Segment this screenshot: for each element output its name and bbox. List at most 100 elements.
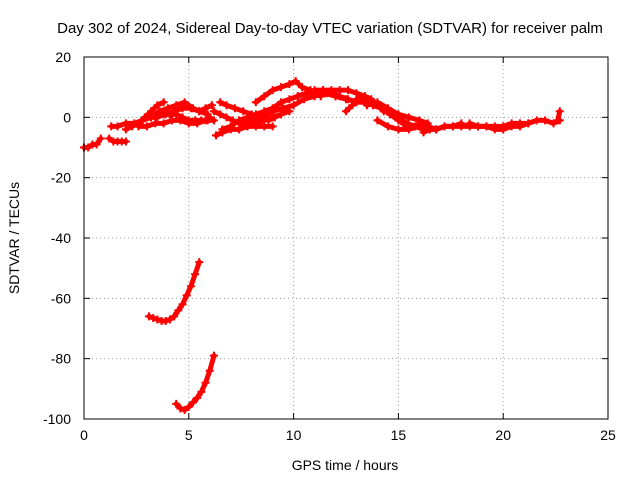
data-point [113, 122, 122, 131]
axis-ticks: 0 5 10 15 20 25 20 0 -20 -40 -60 -80 -100 [43, 49, 616, 443]
data-point [195, 107, 204, 116]
data-point [260, 122, 269, 131]
series-track-v [465, 119, 533, 131]
x-tick-label: 10 [286, 427, 302, 443]
data-point [507, 119, 516, 128]
data-point [153, 101, 162, 110]
data-point [348, 101, 357, 110]
data-point [237, 119, 246, 128]
data-point [318, 86, 327, 95]
data-point [105, 134, 114, 143]
data-point [180, 405, 189, 414]
series-track-u [419, 119, 466, 137]
data-point [201, 116, 210, 125]
data-point [159, 98, 168, 107]
data-point [182, 291, 191, 300]
data-point [193, 393, 202, 402]
grid [84, 57, 608, 419]
data-point [230, 104, 239, 113]
data-point [155, 107, 164, 116]
data-point [218, 125, 227, 134]
data-point [383, 122, 392, 131]
data-point [515, 119, 524, 128]
data-point [260, 92, 269, 101]
data-point [178, 104, 187, 113]
data-point [404, 113, 413, 122]
data-point [482, 122, 491, 131]
data-point [203, 110, 212, 119]
x-tick-label: 25 [600, 427, 616, 443]
series-trace [135, 114, 213, 129]
data-point [165, 315, 174, 324]
data-point [419, 128, 428, 137]
data-point [302, 89, 311, 98]
data-point [153, 315, 162, 324]
data-point [344, 86, 353, 95]
data-point [147, 113, 156, 122]
y-tick-label: -60 [51, 290, 71, 306]
data-point [170, 312, 179, 321]
data-point [184, 119, 193, 128]
data-point [178, 300, 187, 309]
chart-title: Day 302 of 2024, Sidereal Day-to-day VTE… [57, 20, 603, 37]
data-point [216, 98, 225, 107]
data-point [209, 107, 218, 116]
data-point [532, 116, 541, 125]
data-point [195, 258, 204, 267]
x-tick-label: 20 [495, 427, 511, 443]
data-point [222, 101, 231, 110]
y-axis-label: SDTVAR / TECUs [6, 182, 22, 294]
data-point [293, 92, 302, 101]
data-point [205, 366, 214, 375]
data-point [180, 98, 189, 107]
series-track-w [553, 107, 564, 125]
series-anomaly-1 [144, 258, 204, 325]
data-point [201, 378, 210, 387]
data-point [176, 116, 185, 125]
data-point [373, 116, 382, 125]
data-point [432, 125, 441, 134]
data-point [268, 86, 277, 95]
data-point [239, 107, 248, 116]
data-point [277, 110, 286, 119]
data-point [342, 107, 350, 116]
data-point [268, 107, 277, 116]
data-point [258, 113, 267, 122]
data-point [144, 312, 153, 321]
data-point [186, 104, 195, 113]
data-point [465, 119, 474, 128]
data-point [541, 116, 550, 125]
data-point [151, 119, 160, 128]
data-point [209, 116, 218, 125]
data-points [80, 77, 564, 414]
x-tick-label: 5 [185, 427, 193, 443]
data-point [352, 95, 361, 104]
data-point [394, 110, 403, 119]
data-point [383, 104, 392, 113]
series-anomaly-2 [172, 351, 218, 414]
series-track-a [80, 134, 105, 152]
data-point [161, 110, 170, 119]
data-point [440, 122, 449, 131]
data-point [285, 80, 294, 89]
y-tick-label: 20 [55, 49, 71, 65]
data-point [402, 119, 411, 128]
data-point [193, 119, 202, 128]
data-point [524, 119, 533, 128]
data-point [499, 122, 508, 131]
data-point [212, 131, 221, 140]
data-point [549, 119, 558, 128]
data-point [327, 86, 336, 95]
data-point [457, 119, 466, 128]
data-point [84, 143, 93, 152]
data-point [297, 83, 306, 92]
data-point [168, 116, 177, 125]
data-point [335, 86, 344, 95]
data-point [209, 351, 218, 360]
y-tick-label: -20 [51, 170, 71, 186]
data-point [555, 107, 564, 116]
x-axis-label: GPS time / hours [292, 457, 399, 473]
data-point [188, 398, 197, 407]
data-point [277, 98, 286, 107]
series-trace [146, 259, 202, 324]
